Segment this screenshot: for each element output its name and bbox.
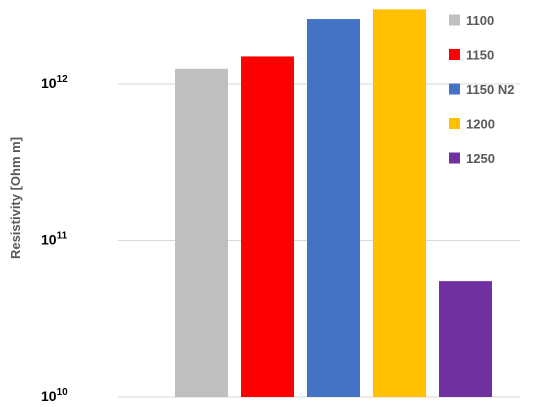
- legend-swatch: [449, 152, 460, 164]
- legend-label: 1150 N2: [466, 82, 514, 97]
- legend-label: 1100: [466, 13, 494, 28]
- y-tick-label: 1012: [41, 74, 68, 91]
- y-tick-label: 1010: [41, 387, 68, 404]
- legend-swatch: [449, 83, 460, 95]
- legend-label: 1150: [466, 48, 494, 63]
- bar-1150-n2: [307, 19, 360, 397]
- legend-swatch: [449, 118, 460, 129]
- y-axis-title: Resistivity [Ohm m]: [8, 137, 23, 259]
- bar-1100: [175, 68, 228, 397]
- legend-label: 1250: [466, 151, 495, 166]
- bar-1200: [373, 9, 426, 397]
- bar-1250: [439, 281, 492, 397]
- legend-label: 1200: [466, 117, 495, 132]
- bar-1150: [241, 56, 294, 398]
- legend: 1100 1150 1150 N2 1200 1250: [449, 13, 514, 166]
- bars: [175, 9, 492, 398]
- legend-swatch: [449, 49, 460, 60]
- y-tick-label: 1011: [41, 231, 68, 248]
- legend-swatch: [449, 14, 460, 26]
- y-tick-labels: 1010 1011 1012: [41, 74, 68, 404]
